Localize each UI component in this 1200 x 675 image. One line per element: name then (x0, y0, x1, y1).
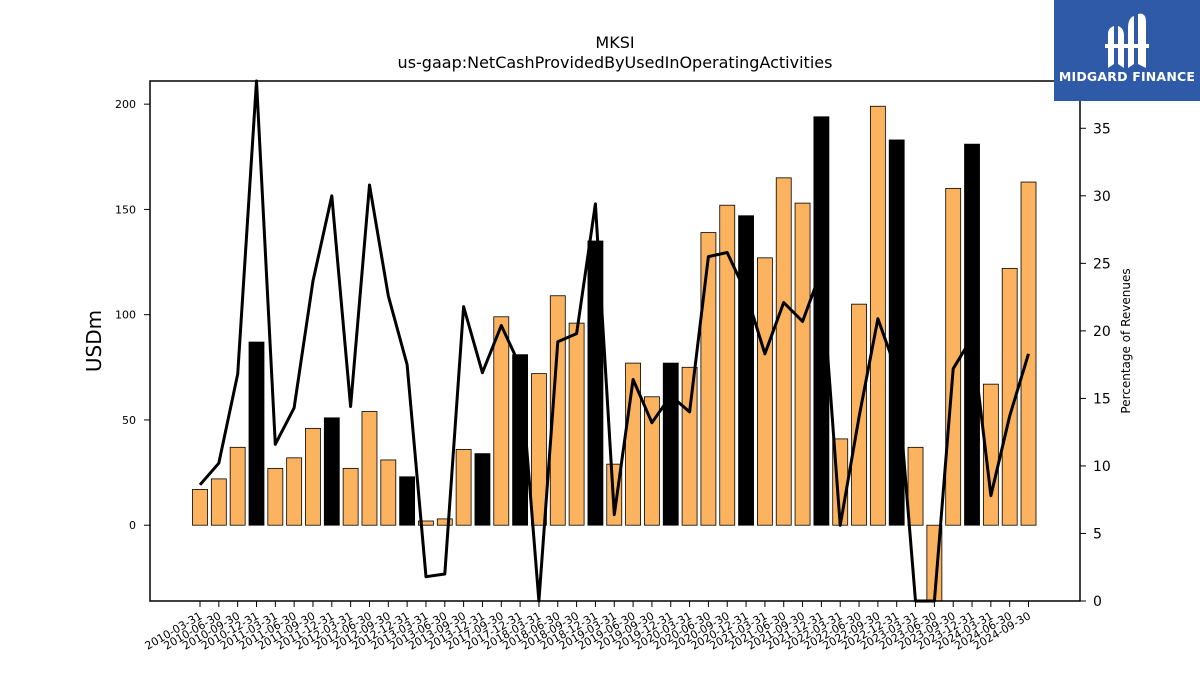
bar-2010-09-30 (229, 446, 246, 526)
y2-axis-label: Percentage of Revenues (1119, 268, 1133, 413)
y2-tick-label-25: 25 (1093, 256, 1111, 272)
y-tick-label-150: 150 (115, 203, 136, 216)
bar-2020-03-31 (681, 366, 698, 526)
midgard-finance-logo: MIDGARD FINANCE (1054, 0, 1200, 101)
y-tick-label-50: 50 (122, 414, 136, 427)
bar-2018-03-31 (531, 373, 547, 526)
bar-2012-09-30 (380, 459, 397, 526)
chart-title: MKSI (595, 33, 634, 52)
y-tick-label-0: 0 (129, 519, 136, 532)
bar-2012-12-31 (399, 476, 416, 526)
bar-2020-06-30 (700, 232, 717, 526)
bar-2013-06-30 (436, 518, 453, 526)
bar-2021-09-30 (794, 202, 811, 526)
bar-2011-03-31 (267, 467, 284, 526)
bar-2024-09-30 (1020, 181, 1037, 526)
bar-2012-03-31 (342, 467, 359, 526)
bar-2019-12-31 (662, 362, 679, 526)
bar-2010-03-31 (192, 489, 208, 526)
bar-2010-12-31 (248, 341, 265, 526)
bar-2011-06-30 (286, 457, 303, 526)
bar-2023-09-30 (945, 187, 962, 526)
bar-2021-03-31 (757, 257, 773, 526)
bar-2011-12-31 (323, 417, 340, 526)
bar-2023-12-31 (964, 143, 980, 526)
bar-2019-09-30 (644, 396, 660, 526)
bar-2021-06-30 (775, 177, 792, 526)
bar-2011-09-30 (305, 427, 321, 526)
logo-mark-icon (1105, 13, 1149, 69)
bar-2017-09-30 (493, 316, 510, 526)
x-axis-ticks: 2010-03-312010-06-302010-09-302010-12-31… (143, 601, 1033, 653)
bar-2021-12-31 (813, 116, 830, 526)
y2-tick-label-5: 5 (1093, 526, 1102, 542)
bar-2013-12-31 (474, 453, 491, 526)
logo-brand-text: MIDGARD FINANCE (1058, 69, 1196, 84)
plot-frame (149, 80, 1081, 602)
bar-2018-12-31 (587, 240, 604, 526)
bar-2020-09-30 (719, 204, 736, 526)
y2-tick-label-0: 0 (1093, 594, 1102, 610)
right-axis-ticks: 0 5 10 15 20 25 30 35 (1080, 121, 1111, 610)
bar-2020-12-31 (738, 215, 754, 526)
y2-tick-label-15: 15 (1093, 391, 1111, 407)
y-axis-label: USDm (82, 310, 106, 372)
bar-2018-09-30 (568, 322, 585, 526)
bar-2013-09-30 (455, 449, 472, 526)
y-tick-label-100: 100 (115, 309, 136, 322)
y2-tick-label-30: 30 (1093, 189, 1111, 205)
bar-2022-12-31 (888, 139, 905, 526)
left-axis-ticks: 0 50 100 150 200 (115, 98, 150, 532)
bar-2010-06-30 (210, 478, 227, 526)
percentage-line (198, 79, 1030, 603)
y2-tick-label-20: 20 (1093, 324, 1111, 340)
bar-2012-06-30 (361, 411, 378, 526)
bar-2022-09-30 (869, 105, 886, 526)
bar-2013-03-31 (418, 520, 434, 526)
chart-subtitle: us-gaap:NetCashProvidedByUsedInOperating… (398, 53, 833, 72)
y2-tick-label-35: 35 (1093, 121, 1111, 137)
bar-2024-06-30 (1001, 267, 1018, 526)
y2-tick-label-10: 10 (1093, 459, 1111, 475)
bar-2024-03-31 (982, 383, 999, 526)
bar-2023-03-31 (907, 446, 924, 526)
y-tick-label-200: 200 (115, 98, 136, 111)
bar-2018-06-30 (549, 295, 566, 526)
